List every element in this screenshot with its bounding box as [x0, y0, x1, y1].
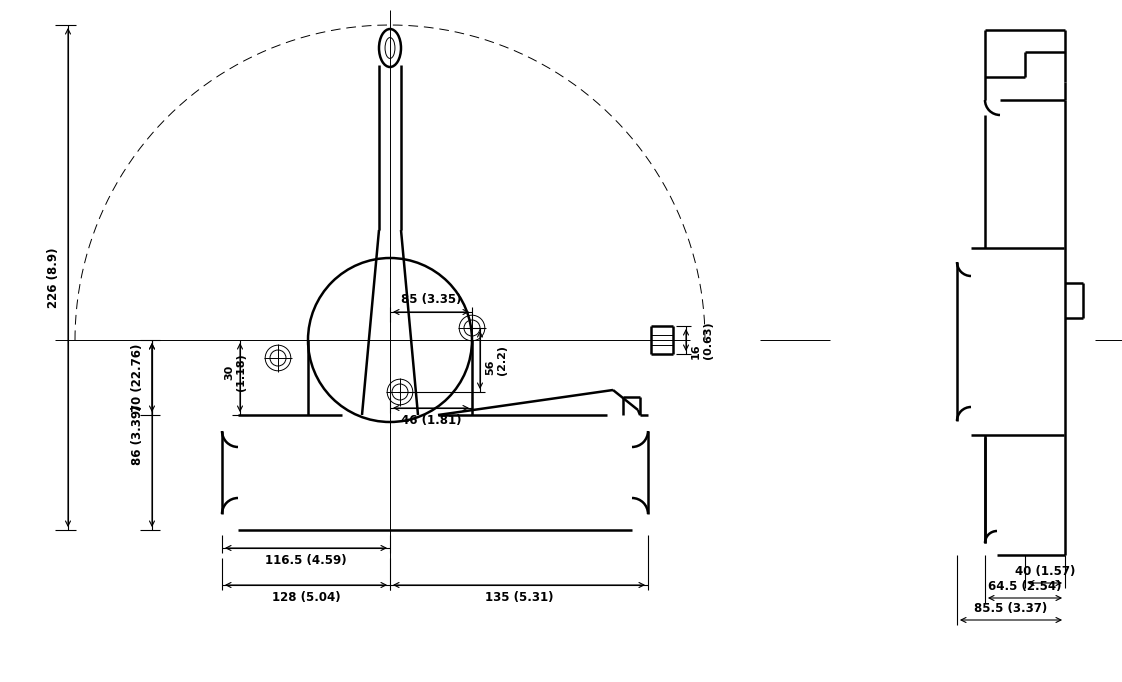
Text: 46 (1.81): 46 (1.81): [401, 414, 461, 427]
Text: 85 (3.35): 85 (3.35): [401, 293, 461, 306]
Text: 30
(1.18): 30 (1.18): [224, 354, 246, 391]
Text: 226 (8.9): 226 (8.9): [47, 248, 59, 308]
Text: 16
(0.63): 16 (0.63): [691, 321, 712, 359]
Text: 70 (22.76): 70 (22.76): [131, 343, 144, 412]
Text: 64.5 (2.54): 64.5 (2.54): [988, 580, 1061, 593]
Text: 135 (5.31): 135 (5.31): [485, 591, 553, 604]
Text: 116.5 (4.59): 116.5 (4.59): [265, 554, 347, 567]
Text: 128 (5.04): 128 (5.04): [272, 591, 340, 604]
Text: 40 (1.57): 40 (1.57): [1014, 565, 1075, 578]
Text: 85.5 (3.37): 85.5 (3.37): [974, 602, 1048, 615]
Text: 56
(2.2): 56 (2.2): [485, 345, 507, 375]
Text: 86 (3.39): 86 (3.39): [131, 404, 144, 465]
